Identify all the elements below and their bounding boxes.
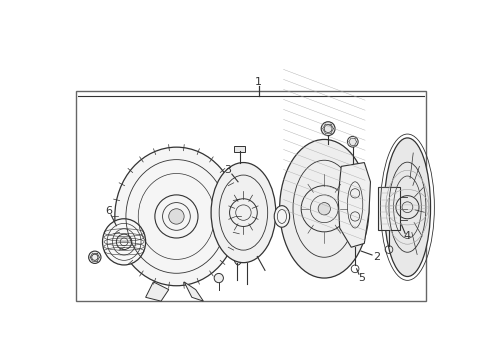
- Text: 1: 1: [255, 77, 262, 87]
- Bar: [234, 145, 245, 152]
- Ellipse shape: [384, 138, 431, 276]
- Text: 4: 4: [404, 231, 411, 241]
- Circle shape: [321, 122, 335, 136]
- Ellipse shape: [280, 139, 369, 278]
- Text: 6: 6: [105, 206, 112, 216]
- Polygon shape: [184, 282, 203, 301]
- Bar: [378, 187, 400, 230]
- Ellipse shape: [229, 168, 247, 265]
- Circle shape: [214, 274, 223, 283]
- Circle shape: [89, 251, 101, 264]
- Text: 2: 2: [373, 252, 380, 262]
- Bar: [76, 91, 426, 301]
- Circle shape: [169, 209, 184, 224]
- Text: 3: 3: [224, 165, 232, 175]
- Circle shape: [318, 203, 330, 215]
- Circle shape: [347, 136, 358, 147]
- Text: 5: 5: [358, 273, 365, 283]
- Polygon shape: [146, 282, 169, 301]
- Ellipse shape: [211, 163, 276, 263]
- Ellipse shape: [115, 147, 238, 286]
- Ellipse shape: [274, 206, 290, 227]
- Polygon shape: [338, 163, 370, 247]
- Ellipse shape: [102, 219, 146, 265]
